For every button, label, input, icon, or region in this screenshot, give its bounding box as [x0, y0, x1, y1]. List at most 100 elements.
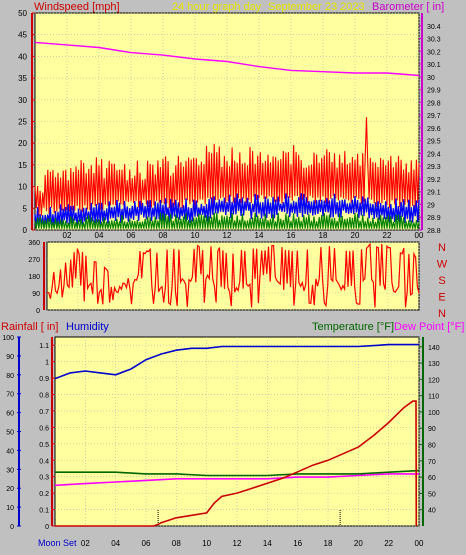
- rain-x-tick-label: 22: [384, 539, 393, 548]
- wind-y-tick-label: 40: [18, 52, 27, 61]
- temp-y-tick-label: 90: [428, 426, 436, 433]
- temp-y-tick-label: 140: [428, 345, 440, 352]
- barometer-series-line: [34, 41, 420, 77]
- humidity-axis-label: Humidity: [66, 321, 109, 333]
- rain-x-tick-label: 08: [172, 539, 181, 548]
- baro-y-tick-label: 29: [427, 202, 435, 209]
- wind-x-tick-label: 06: [127, 231, 136, 240]
- humidity-y-tick-label: 0: [10, 524, 14, 531]
- wind-axes: 0 5 10 15 20 25 30 35 40 45 50 02 04 06 08 10 12 14 16 18 20…: [18, 9, 441, 240]
- humidity-y-tick-label: 70: [6, 392, 14, 399]
- rain-x-tick-label: 02: [81, 539, 90, 548]
- chart-date: September 23 2023: [268, 1, 365, 13]
- direction-y-tick-label: 180: [28, 274, 40, 281]
- rain-y-tick-label: 0.3: [39, 475, 49, 482]
- humidity-y-tick-label: 10: [6, 505, 14, 512]
- rain-x-tick-label: 12: [233, 539, 242, 548]
- humidity-y-tick-label: 100: [2, 335, 14, 342]
- baro-y-tick-label: 28.8: [427, 228, 441, 235]
- direction-y-tick-label: 360: [28, 240, 40, 247]
- baro-y-tick-label: 30.1: [427, 62, 441, 69]
- wind-x-tick-label: 18: [319, 231, 328, 240]
- compass-label: N: [438, 242, 446, 254]
- temp-y-tick-label: 60: [428, 475, 436, 482]
- rain-x-tick-label: 10: [202, 539, 211, 548]
- wind-direction-series-line: [46, 242, 420, 308]
- gust-series-line: [34, 117, 420, 216]
- wind-x-tick-label: 12: [223, 231, 232, 240]
- humidity-y-tick-label: 60: [6, 411, 14, 418]
- rainfall-series-line: [55, 400, 418, 527]
- rain-humidity-temp-panel: Rainfall [ in] Humidity Temperature [°F]…: [1, 321, 464, 548]
- wind-x-tick-label: 08: [159, 231, 168, 240]
- direction-series: [46, 242, 420, 308]
- humidity-y-tick-label: 50: [6, 430, 14, 437]
- temperature-series-line: [55, 469, 420, 477]
- compass-label: N: [438, 308, 446, 320]
- humidity-y-tick-label: 80: [6, 373, 14, 380]
- rain-y-tick-label: 0: [45, 524, 49, 531]
- temp-y-tick-label: 100: [428, 410, 440, 417]
- wind-lull-series-line: [34, 212, 420, 229]
- rain-y-tick-label: 1.1: [39, 343, 49, 350]
- humidity-y-tick-label: 20: [6, 486, 14, 493]
- wind-series: [34, 41, 420, 229]
- wind-y-tick-label: 30: [18, 96, 27, 105]
- windspeed-axis-label: Windspeed [mph]: [34, 1, 120, 13]
- baro-y-tick-label: 29.2: [427, 177, 441, 184]
- wind-y-tick-label: 50: [18, 9, 27, 18]
- wind-y-tick-label: 0: [23, 226, 28, 235]
- moon-set-label: Moon Set: [38, 538, 77, 548]
- humidity-y-tick-label: 40: [6, 448, 14, 455]
- rain-x-tick-label: 16: [293, 539, 302, 548]
- rain-x-tick-label: 14: [263, 539, 272, 548]
- wind-x-tick-label: 16: [287, 231, 296, 240]
- rain-y-tick-label: 0.6: [39, 425, 49, 432]
- rain-y-tick-label: 0.7: [39, 409, 49, 416]
- baro-y-tick-label: 30.3: [427, 37, 441, 44]
- wind-y-tick-label: 15: [18, 161, 27, 170]
- temp-y-tick-label: 50: [428, 491, 436, 498]
- wind-y-tick-label: 45: [18, 31, 27, 40]
- dewpoint-axis-label: Dew Point [°F]: [394, 321, 464, 333]
- baro-y-tick-label: 29.5: [427, 139, 441, 146]
- compass-label: E: [438, 292, 445, 304]
- humidity-y-tick-label: 90: [6, 354, 14, 361]
- temp-y-tick-label: 40: [428, 508, 436, 515]
- baro-y-tick-label: 30.4: [427, 24, 441, 31]
- compass-label: S: [438, 275, 445, 287]
- wind-y-tick-label: 10: [18, 183, 27, 192]
- humidity-y-tick-label: 30: [6, 467, 14, 474]
- baro-y-tick-label: 29.3: [427, 164, 441, 171]
- baro-y-tick-label: 29.7: [427, 113, 441, 120]
- temp-y-tick-label: 80: [428, 443, 436, 450]
- baro-y-tick-label: 29.4: [427, 151, 441, 158]
- wind-x-tick-label: 10: [191, 231, 200, 240]
- barometer-axis-label: Barometer [ in]: [372, 1, 444, 13]
- direction-y-tick-label: 90: [32, 291, 40, 298]
- baro-y-tick-label: 30: [427, 75, 435, 82]
- rain-y-tick-label: 0.8: [39, 393, 49, 400]
- temp-y-tick-label: 130: [428, 361, 440, 368]
- rain-series: [54, 343, 420, 527]
- wind-x-tick-label: 00: [415, 231, 424, 240]
- direction-y-tick-label: 0: [36, 308, 40, 315]
- rain-y-tick-label: 0.2: [39, 491, 49, 498]
- direction-grid: [47, 241, 420, 311]
- dew-point-series-line: [54, 473, 419, 487]
- chart-subtitle: 24 hour graph day: [172, 1, 262, 13]
- baro-y-tick-label: 28.9: [427, 215, 441, 222]
- wind-x-tick-label: 02: [63, 231, 72, 240]
- rain-x-tick-label: 20: [354, 539, 363, 548]
- rainfall-axis-label: Rainfall [ in]: [1, 321, 58, 333]
- baro-y-tick-label: 29.9: [427, 88, 441, 95]
- rain-x-tick-label: 18: [324, 539, 333, 548]
- baro-y-tick-label: 29.6: [427, 126, 441, 133]
- wind-x-tick-label: 22: [383, 231, 392, 240]
- rain-y-tick-label: 0.4: [39, 458, 49, 465]
- rain-x-tick-label: 04: [111, 539, 120, 548]
- compass-label: W: [437, 259, 448, 271]
